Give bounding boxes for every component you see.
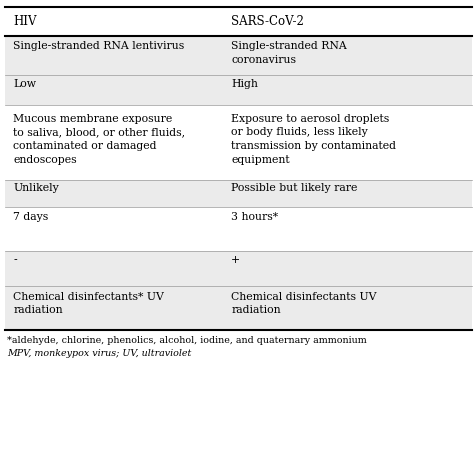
Text: Possible but likely rare: Possible but likely rare	[231, 183, 358, 193]
Text: *aldehyde, chlorine, phenolics, alcohol, iodine, and quaternary ammonium: *aldehyde, chlorine, phenolics, alcohol,…	[7, 336, 367, 345]
Bar	[5, 180, 472, 207]
Bar	[5, 207, 472, 251]
Text: Single-stranded RNA lentivirus: Single-stranded RNA lentivirus	[13, 41, 184, 51]
Bar	[5, 36, 472, 75]
Text: -: -	[13, 255, 17, 265]
Text: Mucous membrane exposure
to saliva, blood, or other fluids,
contaminated or dama: Mucous membrane exposure to saliva, bloo…	[13, 114, 185, 164]
Text: +: +	[231, 255, 240, 265]
Text: High: High	[231, 79, 258, 89]
Text: Exposure to aerosol droplets
or body fluids, less likely
transmission by contami: Exposure to aerosol droplets or body flu…	[231, 114, 396, 164]
Text: Unlikely: Unlikely	[13, 183, 59, 193]
Text: Low: Low	[13, 79, 36, 89]
Bar	[5, 251, 472, 286]
Text: Chemical disinfectants UV
radiation: Chemical disinfectants UV radiation	[231, 292, 377, 315]
Bar	[5, 286, 472, 330]
Text: Chemical disinfectants* UV
radiation: Chemical disinfectants* UV radiation	[13, 292, 164, 315]
Text: HIV: HIV	[13, 15, 37, 28]
Bar	[5, 105, 472, 180]
Text: Single-stranded RNA
coronavirus: Single-stranded RNA coronavirus	[231, 41, 347, 65]
Text: SARS-CoV-2: SARS-CoV-2	[231, 15, 304, 28]
Text: MPV, monkeypox virus; UV, ultraviolet: MPV, monkeypox virus; UV, ultraviolet	[7, 349, 191, 358]
Text: 3 hours*: 3 hours*	[231, 212, 278, 222]
Bar	[5, 75, 472, 105]
Text: 7 days: 7 days	[13, 212, 48, 222]
Bar	[5, 7, 472, 36]
